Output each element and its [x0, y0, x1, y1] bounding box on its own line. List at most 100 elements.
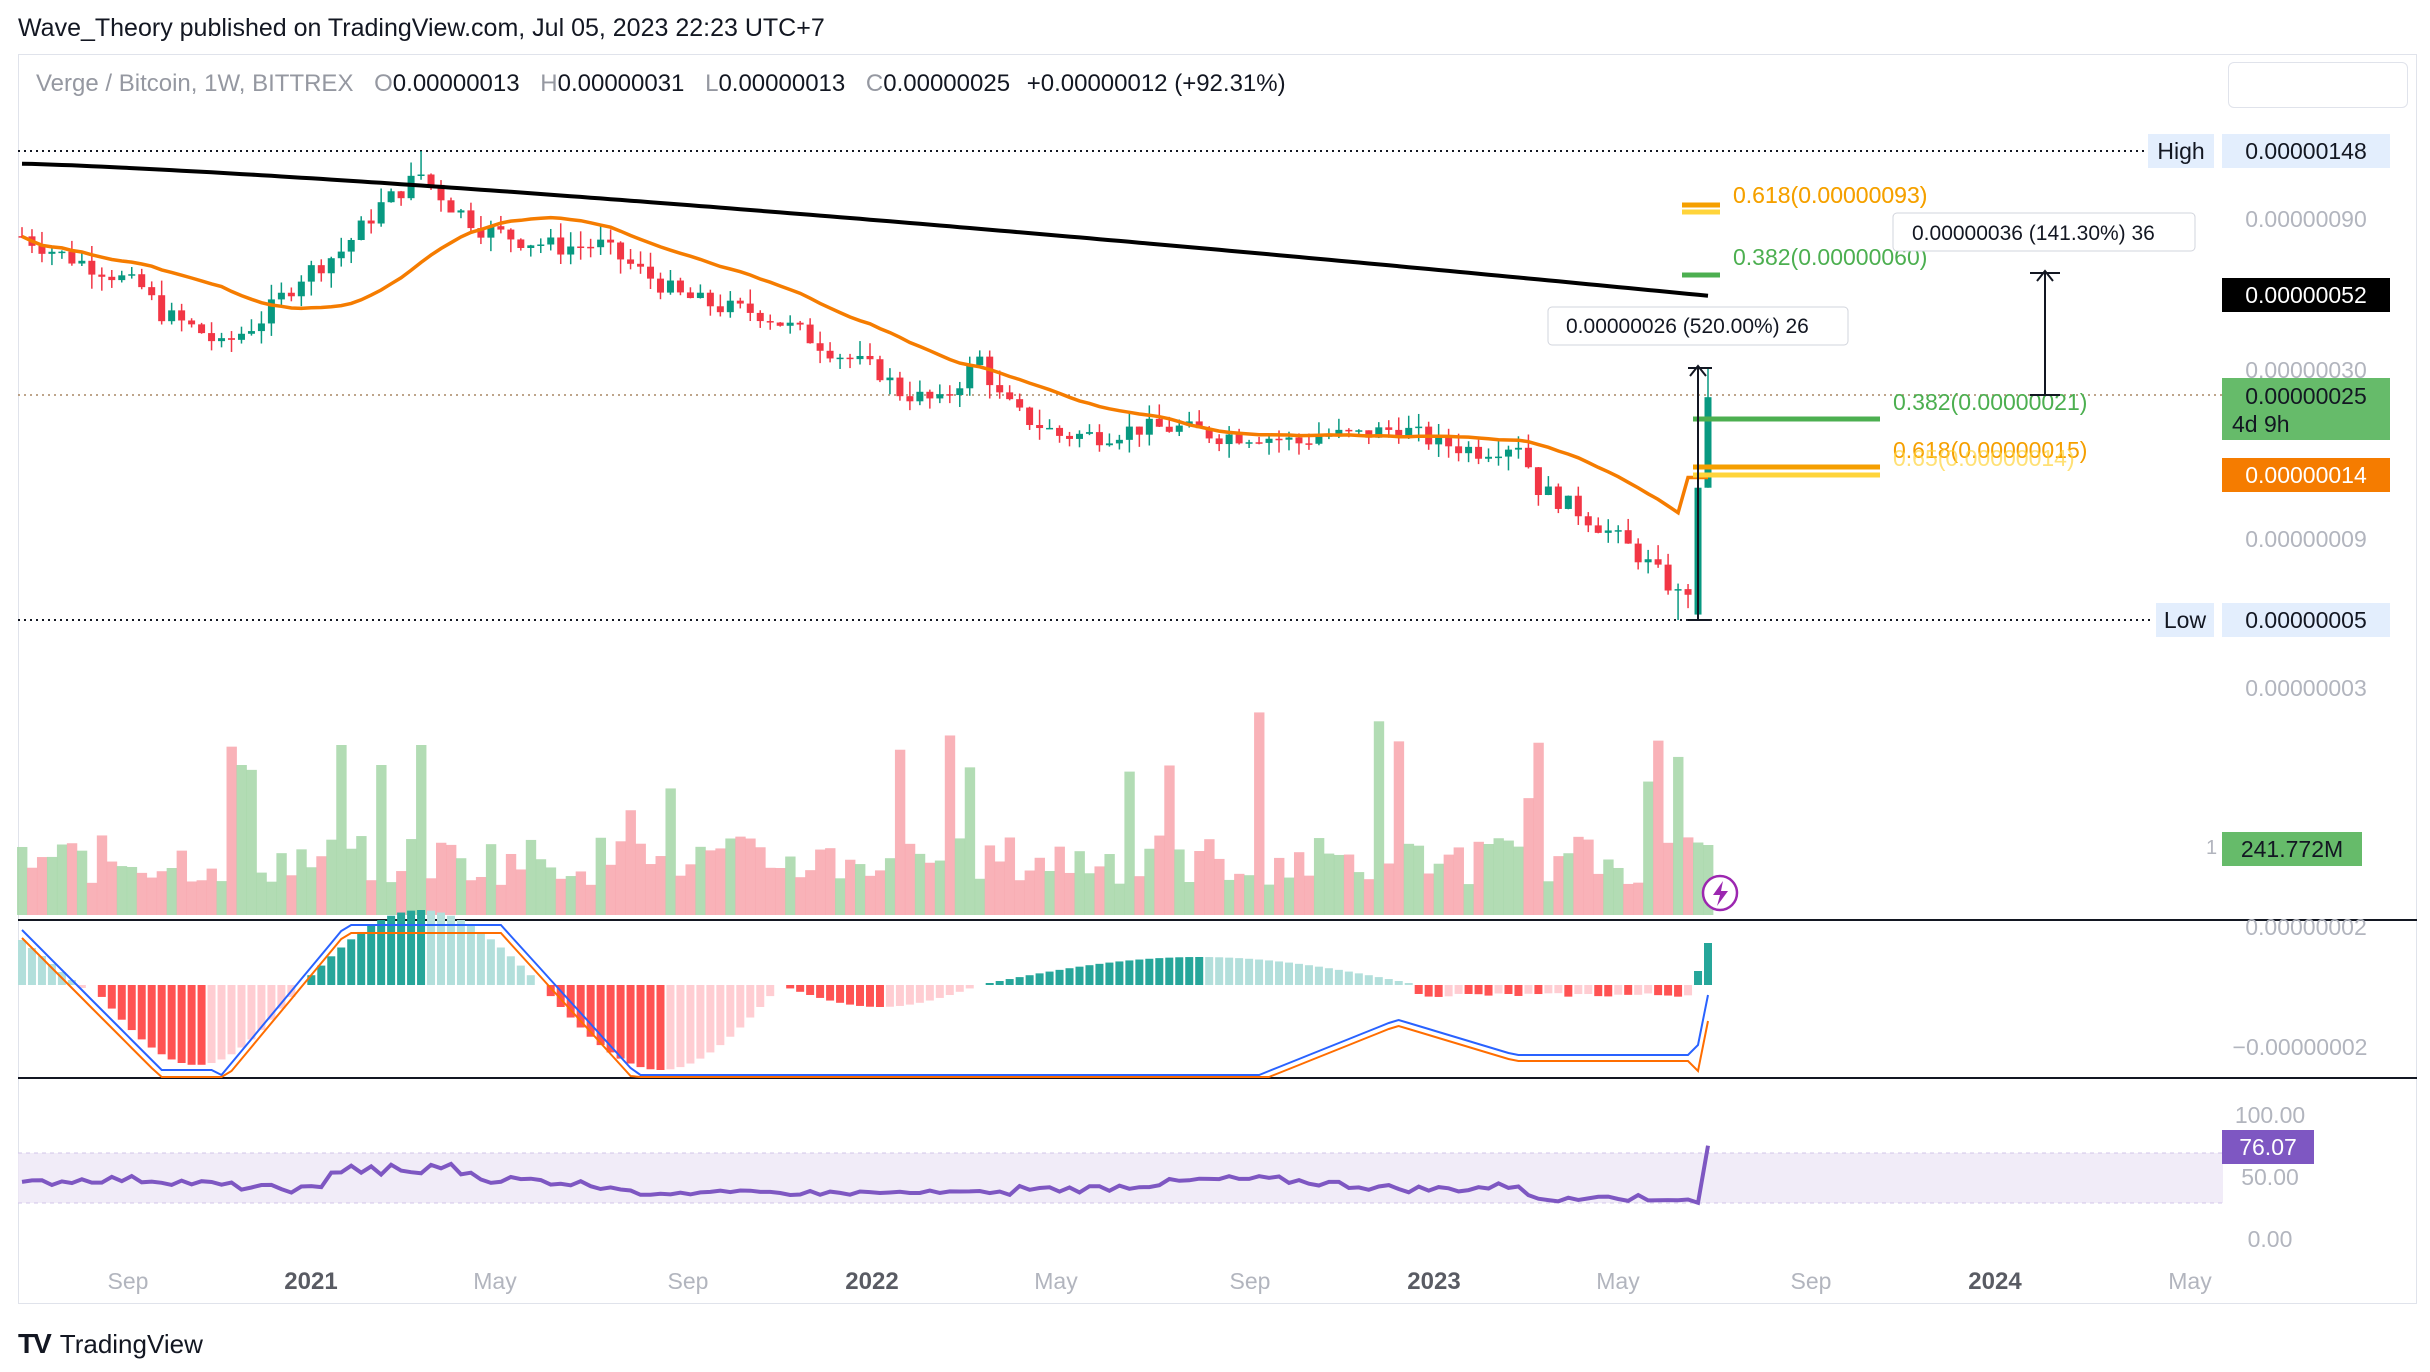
macd-bar: [995, 981, 1004, 985]
macd-bar: [357, 931, 366, 985]
candle-body: [178, 310, 186, 321]
footer[interactable]: TV TradingView: [18, 1328, 203, 1360]
high-value-box: [2222, 134, 2390, 168]
macd-bar: [1534, 985, 1543, 995]
candle-body: [397, 191, 405, 199]
volume-bar: [735, 836, 746, 915]
macd-bar: [437, 912, 446, 985]
candle-body: [1614, 530, 1622, 532]
macd-bar: [895, 985, 904, 1006]
candle-body: [1644, 559, 1652, 563]
macd-bar: [596, 985, 605, 1046]
candle-body: [1524, 447, 1532, 468]
candle-body: [826, 350, 834, 359]
macd-bar: [257, 985, 266, 1031]
macd-bar: [117, 985, 126, 1020]
candle-body: [1335, 429, 1343, 436]
measure-box-2[interactable]: [1892, 212, 2196, 252]
candle-body: [756, 312, 764, 322]
candle-body: [746, 303, 754, 313]
macd-bar: [187, 985, 196, 1065]
macd-bar: [626, 985, 635, 1064]
candle-body: [706, 292, 714, 307]
volume-bar: [376, 765, 387, 915]
countdown-label: 4d 9h: [2232, 411, 2290, 437]
macd-bar: [337, 947, 346, 985]
macd-bar: [1384, 979, 1393, 985]
macd-bar: [576, 985, 585, 1028]
measure-box-1[interactable]: [1547, 306, 1849, 346]
macd-bar: [1175, 957, 1184, 985]
macd-bar: [1015, 977, 1024, 985]
macd-bar: [1245, 958, 1254, 985]
volume-bar: [1623, 883, 1634, 915]
volume-bar: [1583, 839, 1594, 915]
macd-bar: [1674, 985, 1683, 997]
macd-bar: [1225, 957, 1234, 985]
candle-body: [1624, 530, 1632, 544]
symbol-legend[interactable]: Verge / Bitcoin, 1W, BITTREX O0.00000013…: [36, 70, 1286, 98]
macd-bar: [496, 947, 505, 985]
candle-body: [1465, 446, 1473, 454]
candle-body: [1245, 442, 1253, 444]
macd-bar: [1195, 957, 1204, 985]
macd-bar: [1005, 979, 1014, 985]
candle-body: [1175, 425, 1183, 432]
candle-body: [577, 246, 585, 249]
volume-bar: [1214, 858, 1225, 915]
volume-bar: [904, 843, 916, 915]
volume-bar: [1433, 863, 1445, 915]
fib-label-065-lower: 0.65(0.00000014): [1893, 445, 2075, 471]
macd-bar: [1155, 958, 1164, 985]
candle-body: [1195, 421, 1203, 429]
candle-body: [1036, 425, 1044, 429]
candle-body: [806, 324, 814, 344]
macd-bar: [1125, 960, 1134, 985]
macd-bar: [1644, 985, 1653, 994]
chart-toolbar-box[interactable]: [2228, 62, 2408, 108]
volume-bar: [1523, 798, 1534, 915]
close-label: C: [865, 70, 884, 97]
ma50-line[interactable]: [21, 215, 1708, 516]
candle-body: [1634, 543, 1642, 563]
volume-bar: [685, 864, 696, 915]
macd-bar: [786, 985, 795, 989]
candle-body: [1095, 432, 1103, 446]
volume-bar: [1573, 836, 1584, 915]
time-label-may-2024: May: [2168, 1268, 2212, 1294]
volume-bar: [336, 745, 347, 915]
volume-bar: [954, 838, 966, 915]
macd-bar: [1454, 985, 1463, 994]
volume-bar: [266, 881, 277, 915]
candles[interactable]: [18, 151, 1712, 620]
ma200-line[interactable]: [21, 161, 1709, 298]
volume-bar: [316, 856, 327, 915]
candle-body: [1285, 437, 1293, 440]
candle-body: [497, 226, 505, 230]
candle-body: [1395, 429, 1403, 438]
volume-bar: [595, 837, 607, 915]
macd-bar: [1374, 977, 1383, 985]
candle-body: [168, 310, 176, 322]
volume-bar: [695, 846, 706, 915]
volume-bar: [1274, 857, 1285, 915]
lightning-icon-glyph: [1713, 881, 1728, 906]
volume-bar: [815, 849, 826, 915]
macd-bar: [1275, 961, 1284, 985]
macd-label-pos: 0.00000002: [2245, 914, 2367, 940]
chart-frame[interactable]: [18, 54, 2417, 1304]
rsi-tag-value: 76.07: [2239, 1134, 2297, 1160]
candle-body: [936, 394, 944, 399]
rsi-band: [18, 1153, 2223, 1203]
candle-body: [686, 292, 694, 299]
candle-body: [587, 246, 595, 249]
volume-bar: [186, 881, 197, 915]
macd-bar: [816, 985, 825, 998]
macd-bar: [865, 985, 874, 1007]
macd-bar: [696, 985, 705, 1059]
macd-bar: [1554, 985, 1563, 994]
volume-bar: [17, 846, 28, 915]
fib-label-0618-lower: 0.618(0.00000015): [1893, 437, 2087, 463]
volume-bar: [924, 862, 936, 915]
